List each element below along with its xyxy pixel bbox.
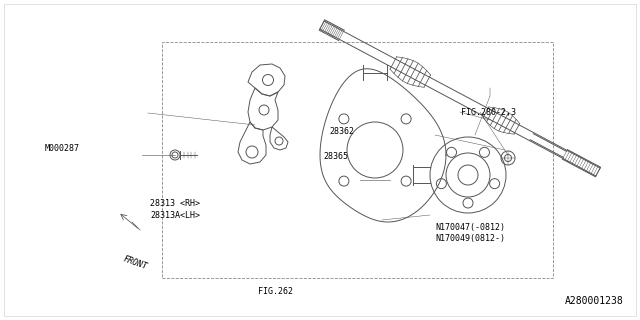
Text: FIG.262: FIG.262 — [258, 287, 292, 296]
Text: FRONT: FRONT — [122, 254, 148, 272]
Text: 28313 <RH>: 28313 <RH> — [150, 199, 200, 208]
Text: M000287: M000287 — [45, 144, 80, 153]
Text: 28365: 28365 — [323, 152, 348, 161]
Text: FIG.280-2,3: FIG.280-2,3 — [461, 108, 516, 116]
Text: N170047(-0812): N170047(-0812) — [435, 223, 505, 232]
Text: A280001238: A280001238 — [565, 296, 624, 306]
Text: 28362: 28362 — [330, 127, 355, 136]
Text: 28313A<LH>: 28313A<LH> — [150, 212, 200, 220]
Text: N170049(0812-): N170049(0812-) — [435, 234, 505, 243]
